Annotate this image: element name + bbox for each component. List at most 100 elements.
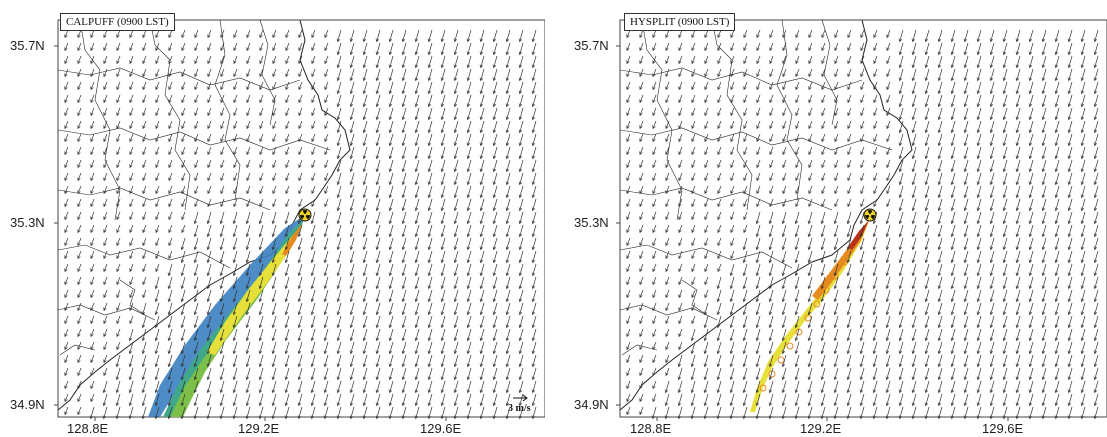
wind-arrow — [220, 185, 225, 194]
wind-arrow — [363, 380, 368, 393]
wind-arrow — [77, 341, 82, 350]
wind-arrow-head — [245, 389, 250, 394]
wind-arrow — [389, 94, 394, 107]
wind-arrow-head — [847, 125, 851, 130]
wind-arrow-head — [414, 155, 419, 160]
wind-arrow — [311, 276, 316, 289]
wind-arrow — [493, 68, 498, 81]
wind-arrow-head — [768, 285, 773, 290]
wind-arrow — [116, 406, 121, 419]
wind-arrow-head — [859, 376, 864, 381]
wind-arrow — [259, 315, 264, 328]
wind-arrow — [1003, 211, 1008, 224]
wind-arrow — [324, 185, 329, 194]
wind-arrow-head — [1067, 116, 1072, 121]
wind-arrow-head — [336, 103, 341, 108]
wind-arrow-head — [362, 64, 367, 69]
wind-arrow-head — [846, 376, 851, 381]
wind-arrow-head — [639, 359, 643, 364]
wind-arrow — [389, 68, 394, 81]
wind-arrow — [1055, 328, 1060, 341]
wind-arrow-head — [768, 233, 773, 238]
wind-arrow — [181, 159, 186, 168]
wind-arrow-head — [298, 73, 302, 78]
wind-arrow-head — [872, 415, 877, 420]
wind-arrow-head — [206, 285, 211, 290]
wind-arrow — [1081, 276, 1086, 289]
wind-arrow-head — [730, 99, 734, 104]
wind-arrow — [259, 94, 264, 103]
wind-arrow-head — [678, 112, 682, 117]
wind-arrow-head — [665, 60, 669, 65]
wind-arrow-head — [103, 294, 107, 299]
wind-arrow-head — [652, 281, 656, 286]
wind-arrow-head — [730, 60, 734, 65]
wind-arrow — [756, 29, 761, 38]
wind-arrow-head — [375, 272, 380, 277]
wind-arrow — [90, 341, 95, 350]
wind-arrow — [704, 406, 709, 419]
wind-arrow-head — [937, 207, 942, 212]
wind-arrow-head — [898, 389, 903, 394]
wind-arrow — [860, 133, 865, 142]
wind-arrow — [834, 81, 839, 90]
wind-arrow-head — [950, 285, 955, 290]
wind-arrow — [1029, 302, 1034, 315]
wind-arrow — [665, 237, 670, 246]
wind-arrow-head — [207, 203, 211, 208]
wind-arrow-head — [427, 350, 432, 355]
wind-arrow-head — [440, 311, 445, 316]
wind-arrow — [90, 29, 95, 38]
wind-arrow — [1029, 367, 1034, 380]
radiation-icon — [863, 208, 877, 222]
wind-arrow-head — [1054, 64, 1059, 69]
wind-arrow — [142, 289, 147, 298]
wind-arrow — [743, 68, 748, 77]
wind-arrow — [441, 146, 446, 159]
wind-arrow-head — [311, 60, 315, 65]
wind-arrow-head — [716, 298, 721, 303]
wind-arrow-head — [756, 190, 760, 195]
wind-arrow-head — [937, 246, 942, 251]
wind-arrow — [324, 133, 329, 142]
wind-arrow — [717, 172, 722, 181]
wind-arrow-head — [155, 125, 159, 130]
wind-arrow — [389, 185, 394, 198]
wind-arrow-head — [388, 311, 393, 316]
map-frame — [619, 19, 1107, 418]
wind-arrow-head — [716, 376, 721, 381]
wind-arrow — [990, 289, 995, 302]
wind-arrow-head — [924, 155, 929, 160]
wind-arrow-head — [1067, 246, 1072, 251]
wind-arrow-head — [872, 363, 877, 368]
wind-arrow-head — [872, 402, 877, 407]
wind-arrow-head — [1028, 64, 1033, 69]
wind-arrow — [691, 81, 696, 90]
wind-arrow — [1068, 224, 1073, 237]
wind-arrow-head — [246, 73, 250, 78]
wind-arrow-head — [976, 259, 981, 264]
wind-arrow-head — [298, 138, 302, 143]
wind-arrow-head — [652, 242, 656, 247]
wind-arrow-head — [128, 350, 133, 355]
wind-arrow — [467, 172, 472, 185]
wind-arrow-head — [1080, 272, 1085, 277]
wind-arrow-head — [730, 73, 734, 78]
wind-arrow-head — [1054, 337, 1059, 342]
wind-arrow — [129, 120, 134, 129]
wind-arrow-head — [323, 285, 328, 290]
wind-arrow — [376, 380, 381, 393]
wind-arrow-head — [755, 272, 760, 277]
wind-arrow-head — [820, 246, 825, 251]
wind-arrow — [678, 393, 683, 406]
wind-arrow — [704, 120, 709, 129]
wind-arrow — [1016, 185, 1021, 198]
wind-arrow — [194, 276, 199, 289]
wind-arrow — [678, 185, 683, 194]
wind-arrow-head — [194, 164, 198, 169]
wind-arrow — [1055, 81, 1060, 94]
wind-arrow — [350, 406, 355, 419]
wind-arrow — [207, 224, 212, 237]
wind-arrow-head — [103, 190, 107, 195]
wind-arrow — [324, 55, 329, 64]
